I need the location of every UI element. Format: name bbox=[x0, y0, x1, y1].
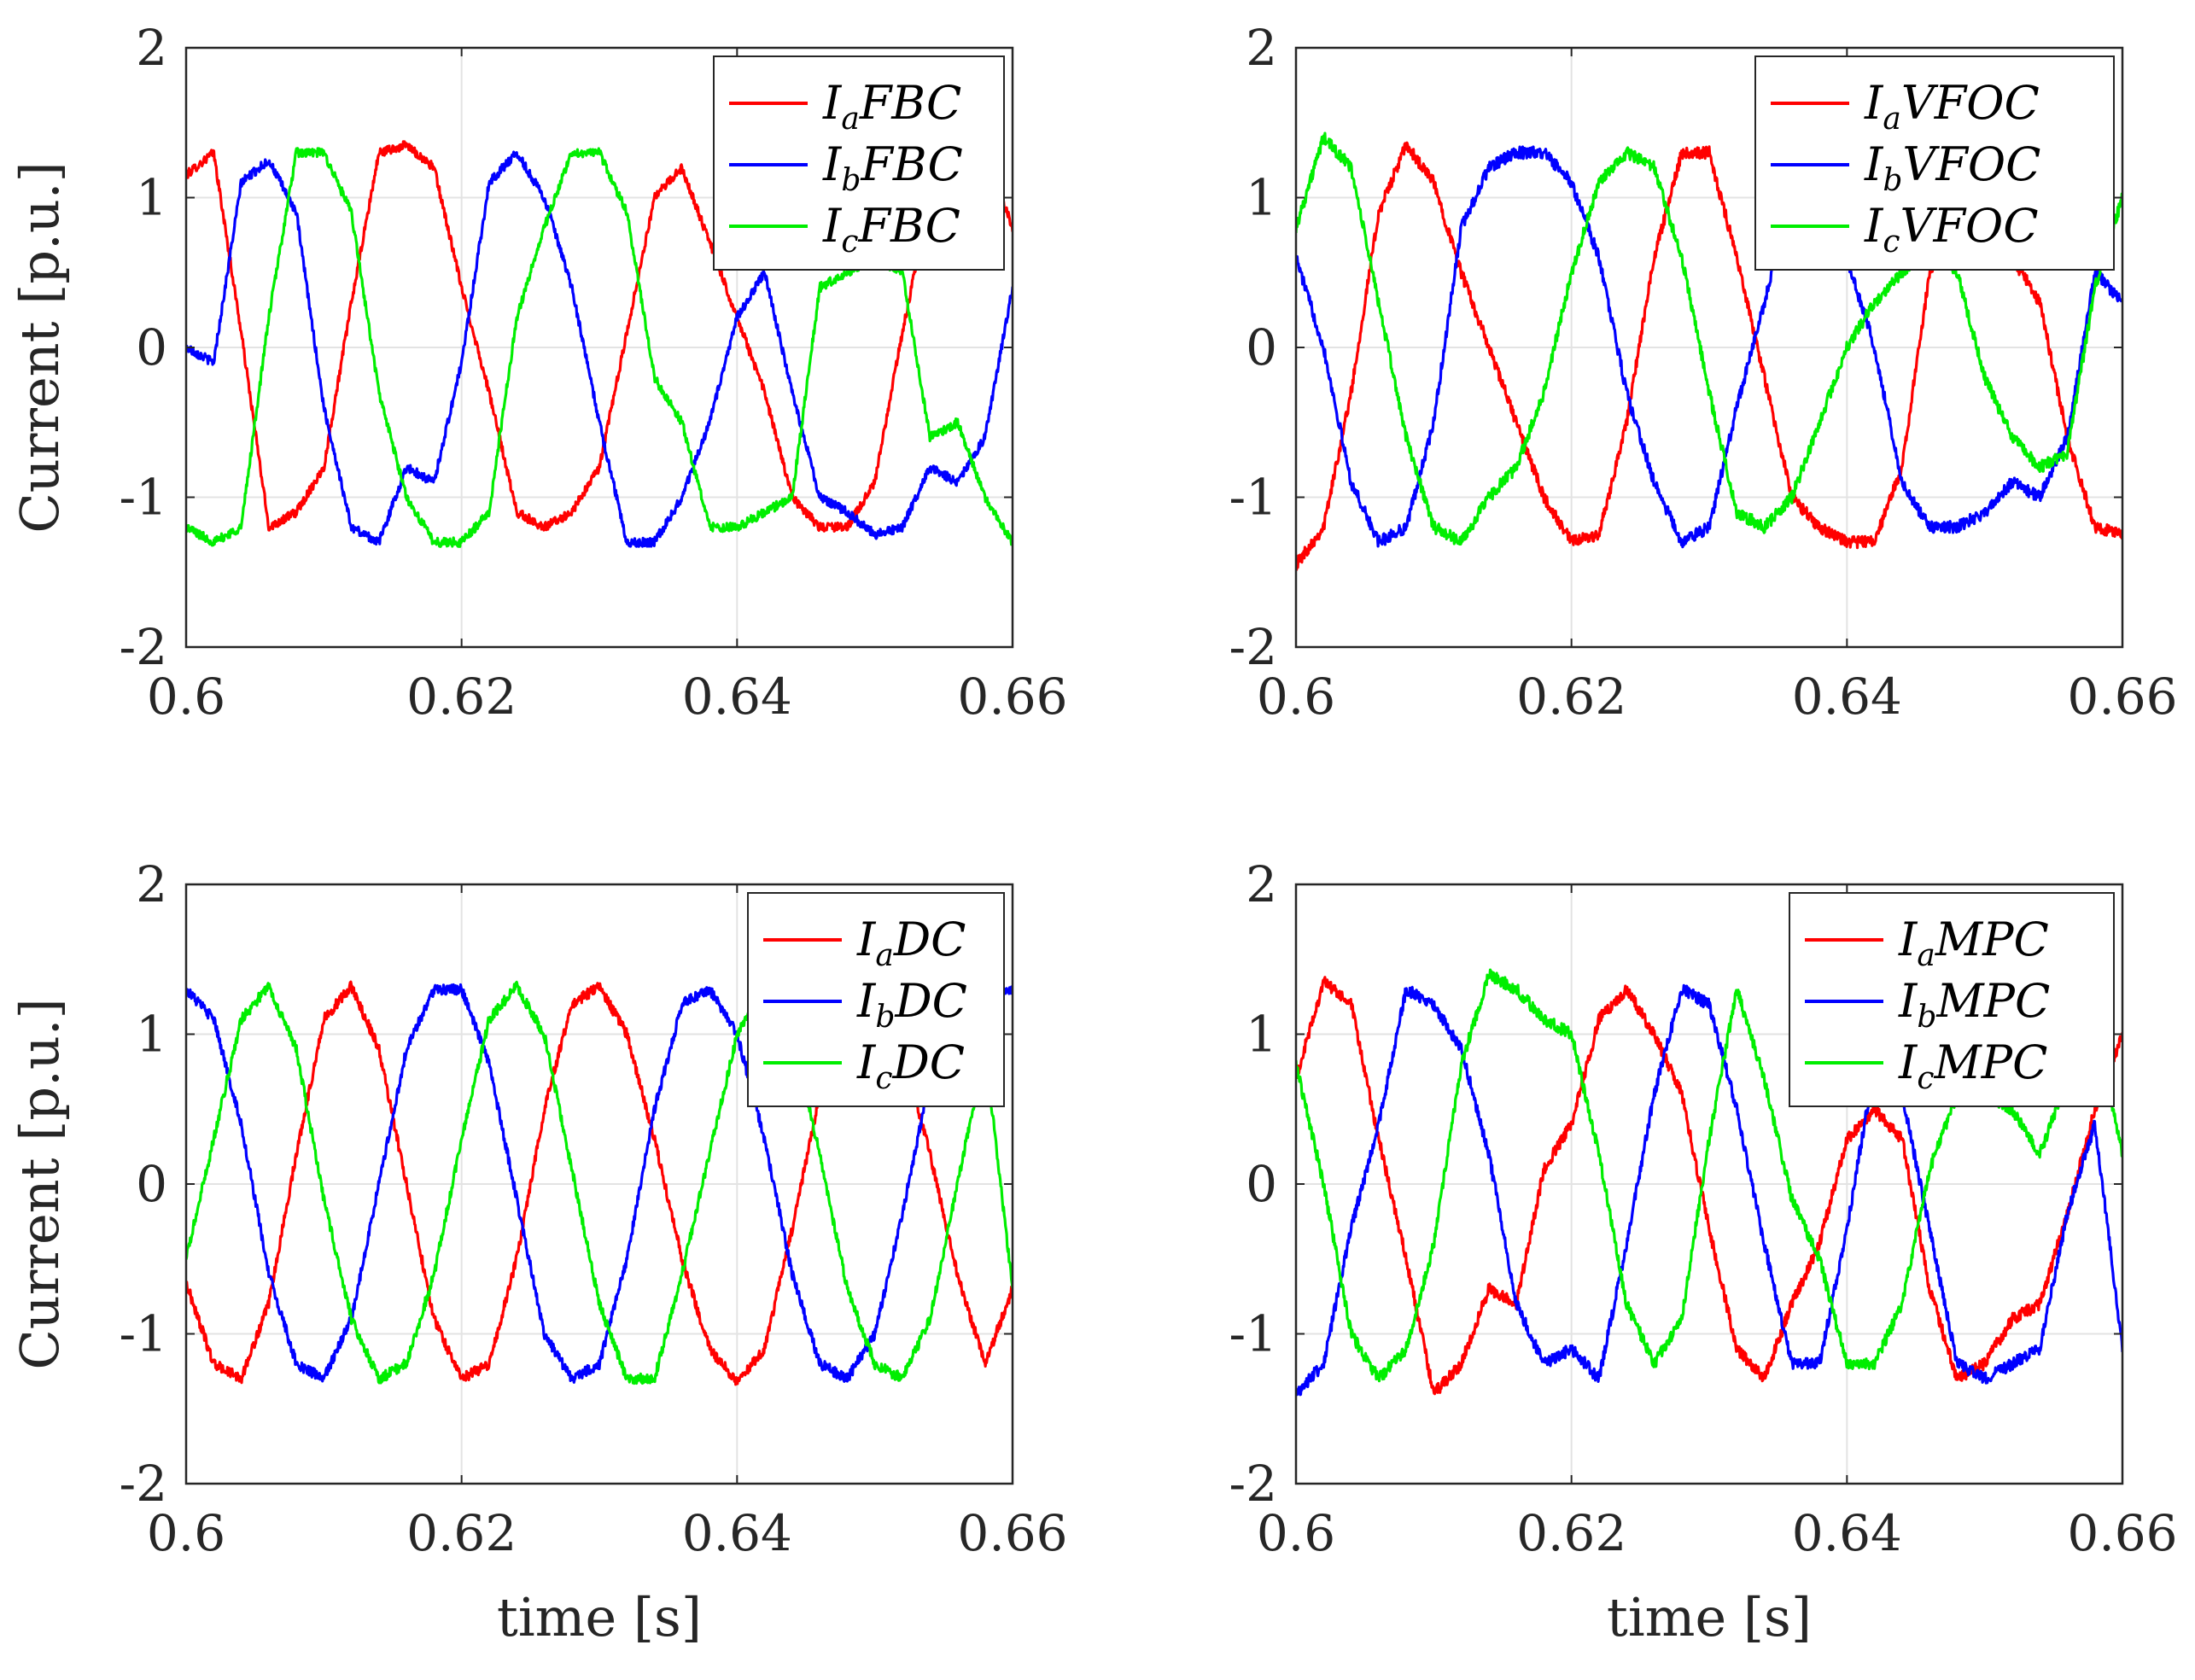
x-tick-label: 0.64 bbox=[682, 1504, 792, 1562]
x-tick-label: 0.64 bbox=[682, 668, 792, 726]
legend-entry-IcMPC: IcMPC bbox=[1898, 1035, 2047, 1096]
y-tick-label: 0 bbox=[136, 318, 167, 376]
legend-entry-IbVFOC: IbVFOC bbox=[1864, 137, 2040, 198]
y-axis-label: Current [p.u.] bbox=[9, 161, 71, 533]
y-tick-label: 2 bbox=[136, 855, 167, 913]
legend-entry-IbFBC: IbFBC bbox=[822, 137, 963, 198]
y-tick-label: 0 bbox=[136, 1155, 167, 1213]
chart-panel-1: 0.6 0.62 0.64 0.66 2 1 0 -1 -2 Current [p.u.] IaFB… bbox=[9, 19, 1068, 726]
y-tick-label: 0 bbox=[1246, 318, 1277, 376]
x-tick-label: 0.6 bbox=[1257, 668, 1335, 726]
x-tick-label: 0.64 bbox=[1792, 1504, 1902, 1562]
series-line-IaFBC bbox=[186, 140, 1013, 533]
y-tick-label: -1 bbox=[1229, 1305, 1278, 1363]
y-tick-label: 2 bbox=[1246, 19, 1277, 77]
series-line-IaMPC bbox=[1296, 976, 2122, 1396]
y-tick-label: -1 bbox=[1229, 469, 1278, 527]
series-line-IcDC bbox=[186, 980, 1013, 1385]
y-tick-label: 2 bbox=[1246, 855, 1277, 913]
y-tick-label: -2 bbox=[120, 618, 168, 676]
legend-entry-IbDC: IbDC bbox=[856, 974, 967, 1035]
x-tick-label: 0.62 bbox=[1516, 1504, 1626, 1562]
y-tick-label: 0 bbox=[1246, 1155, 1277, 1213]
legend-entry-IcDC: IcDC bbox=[856, 1035, 965, 1096]
x-tick-label: 0.66 bbox=[957, 1504, 1067, 1562]
x-tick-label: 0.66 bbox=[2067, 668, 2177, 726]
series-line-IcVFOC bbox=[1296, 131, 2122, 546]
y-tick-label: -2 bbox=[1229, 1455, 1278, 1513]
x-tick-label: 0.6 bbox=[147, 1504, 225, 1562]
x-tick-label: 0.6 bbox=[147, 668, 225, 726]
series-line-IbVFOC bbox=[1296, 145, 2122, 549]
y-tick-label: -2 bbox=[1229, 618, 1278, 676]
x-tick-label: 0.62 bbox=[406, 1504, 517, 1562]
y-tick-label: -1 bbox=[120, 469, 168, 527]
series-line-IbFBC bbox=[186, 150, 1013, 548]
legend-entry-IaMPC: IaMPC bbox=[1898, 913, 2049, 973]
y-tick-label: 1 bbox=[1246, 1006, 1277, 1064]
x-tick-label: 0.66 bbox=[2067, 1504, 2177, 1562]
legend-entry-IaVFOC: IaVFOC bbox=[1864, 76, 2040, 137]
y-tick-label: 2 bbox=[136, 19, 167, 77]
chart-panel-3: 0.6 0.62 0.64 0.66 2 1 0 -1 -2 Current [p.u.] time… bbox=[9, 855, 1068, 1648]
y-tick-label: -1 bbox=[120, 1305, 168, 1363]
x-tick-label: 0.62 bbox=[1516, 668, 1626, 726]
legend-entry-IcFBC: IcFBC bbox=[822, 199, 960, 260]
legend-entry-IcVFOC: IcVFOC bbox=[1864, 199, 2039, 260]
y-tick-label: 1 bbox=[136, 169, 167, 227]
legend-entry-IaFBC: IaFBC bbox=[822, 76, 961, 137]
y-tick-label: 1 bbox=[1246, 169, 1277, 227]
x-axis-label: time [s] bbox=[497, 1586, 702, 1648]
x-tick-label: 0.62 bbox=[406, 668, 517, 726]
y-tick-label: 1 bbox=[136, 1006, 167, 1064]
chart-panel-4: 0.6 0.62 0.64 0.66 2 1 0 -1 -2 time [s] IaMPCIbMPC… bbox=[1229, 855, 2178, 1648]
legend-entry-IbMPC: IbMPC bbox=[1898, 974, 2050, 1035]
x-tick-label: 0.6 bbox=[1257, 1504, 1335, 1562]
y-tick-label: -2 bbox=[120, 1455, 168, 1513]
y-axis-label: Current [p.u.] bbox=[9, 998, 71, 1369]
x-axis-label: time [s] bbox=[1607, 1586, 1812, 1648]
series-line-IbMPC bbox=[1296, 983, 2122, 1397]
x-tick-label: 0.66 bbox=[957, 668, 1067, 726]
series-line-IbDC bbox=[186, 983, 1013, 1384]
x-tick-label: 0.64 bbox=[1792, 668, 1902, 726]
legend-entry-IaDC: IaDC bbox=[856, 913, 966, 973]
